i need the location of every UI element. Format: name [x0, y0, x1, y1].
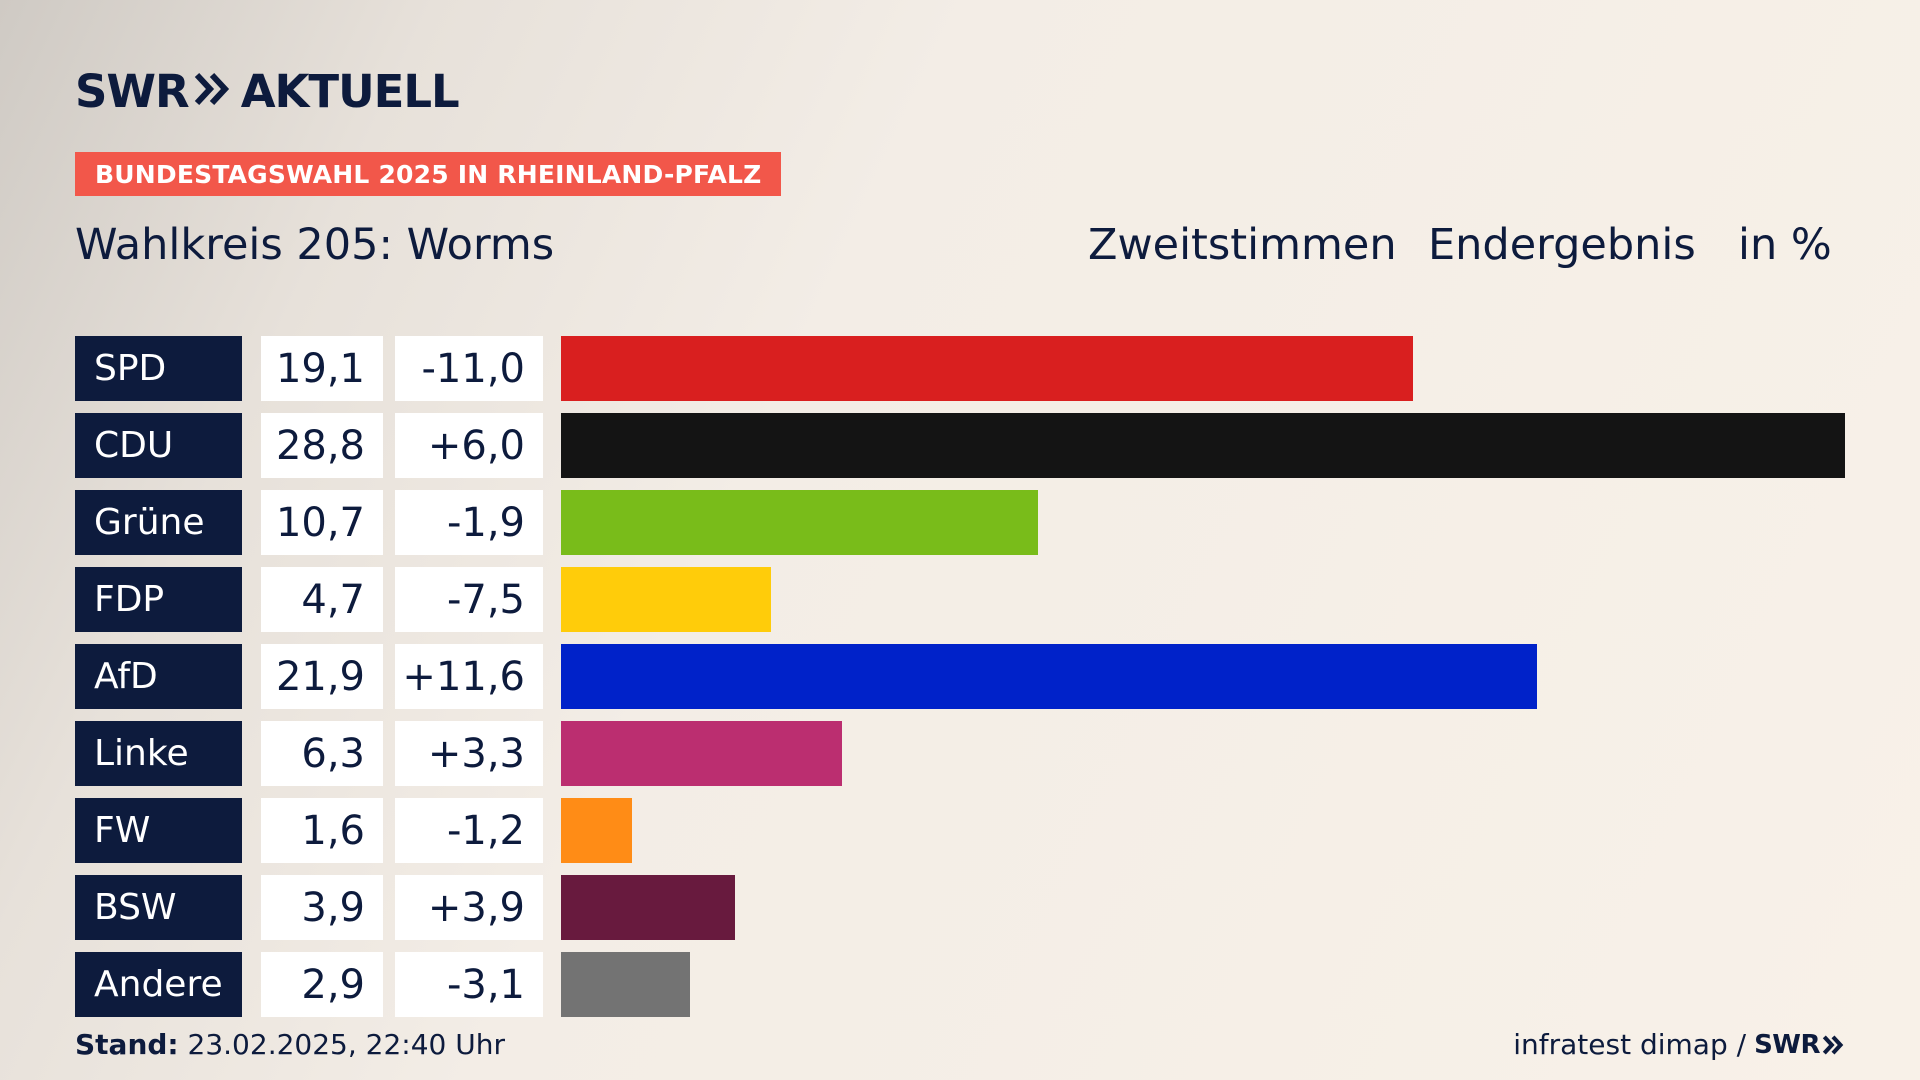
- party-row: CDU 28,8 +6,0: [75, 413, 1845, 478]
- party-label: FDP: [75, 567, 242, 632]
- timestamp-value: 23.02.2025, 22:40 Uhr: [187, 1028, 505, 1061]
- mini-chevron-icon: [1822, 1035, 1844, 1054]
- vote-change-value: +11,6: [395, 644, 543, 709]
- party-row: BSW 3,9 +3,9: [75, 875, 1845, 940]
- swr-aktuell-logo: SWR AKTUELL: [75, 65, 460, 118]
- source-credit: infratest dimap / SWR: [1513, 1028, 1844, 1061]
- party-label: CDU: [75, 413, 242, 478]
- party-label: SPD: [75, 336, 242, 401]
- party-row: Linke 6,3 +3,3: [75, 721, 1845, 786]
- logo-swr-text: SWR: [75, 64, 190, 118]
- vote-share-value: 1,6: [261, 798, 383, 863]
- party-row: AfD 21,9 +11,6: [75, 644, 1845, 709]
- party-label: Grüne: [75, 490, 242, 555]
- result-bar: [561, 336, 1413, 401]
- timestamp: Stand: 23.02.2025, 22:40 Uhr: [75, 1028, 505, 1061]
- column-header-vote: Zweitstimmen: [1088, 220, 1397, 270]
- party-label: BSW: [75, 875, 242, 940]
- party-row: Andere 2,9 -3,1: [75, 952, 1845, 1017]
- vote-share-value: 28,8: [261, 413, 383, 478]
- vote-share-value: 21,9: [261, 644, 383, 709]
- vote-share-value: 10,7: [261, 490, 383, 555]
- chart-title: Wahlkreis 205: Worms: [75, 220, 555, 270]
- vote-share-value: 4,7: [261, 567, 383, 632]
- vote-change-value: -1,2: [395, 798, 543, 863]
- election-badge: BUNDESTAGSWAHL 2025 IN RHEINLAND-PFALZ: [75, 152, 782, 196]
- party-label: AfD: [75, 644, 242, 709]
- vote-change-value: -11,0: [395, 336, 543, 401]
- column-header-unit: in %: [1738, 220, 1832, 270]
- vote-share-value: 19,1: [261, 336, 383, 401]
- party-label: Andere: [75, 952, 242, 1017]
- party-row: SPD 19,1 -11,0: [75, 336, 1845, 401]
- result-bar: [561, 875, 735, 940]
- result-bar: [561, 567, 771, 632]
- vote-share-value: 2,9: [261, 952, 383, 1017]
- result-bar: [561, 721, 842, 786]
- timestamp-label: Stand:: [75, 1028, 179, 1061]
- swr-mini-logo-text: SWR: [1754, 1029, 1820, 1060]
- party-label: Linke: [75, 721, 242, 786]
- vote-share-value: 3,9: [261, 875, 383, 940]
- vote-share-value: 6,3: [261, 721, 383, 786]
- result-bar: [561, 413, 1845, 478]
- vote-change-value: +6,0: [395, 413, 543, 478]
- party-row: FDP 4,7 -7,5: [75, 567, 1845, 632]
- vote-change-value: -7,5: [395, 567, 543, 632]
- vote-change-value: +3,3: [395, 721, 543, 786]
- result-bar: [561, 490, 1038, 555]
- logo-aktuell-text: AKTUELL: [240, 64, 460, 118]
- vote-change-value: -1,9: [395, 490, 543, 555]
- result-bar: [561, 644, 1537, 709]
- source-text: infratest dimap /: [1513, 1028, 1747, 1061]
- party-label: FW: [75, 798, 242, 863]
- party-row: FW 1,6 -1,2: [75, 798, 1845, 863]
- vote-change-value: -3,1: [395, 952, 543, 1017]
- result-bar: [561, 798, 632, 863]
- double-chevron-icon: [193, 71, 231, 111]
- swr-mini-logo: SWR: [1754, 1030, 1844, 1060]
- party-row: Grüne 10,7 -1,9: [75, 490, 1845, 555]
- column-header-result: Endergebnis: [1428, 220, 1696, 270]
- vote-change-value: +3,9: [395, 875, 543, 940]
- result-bar: [561, 952, 690, 1017]
